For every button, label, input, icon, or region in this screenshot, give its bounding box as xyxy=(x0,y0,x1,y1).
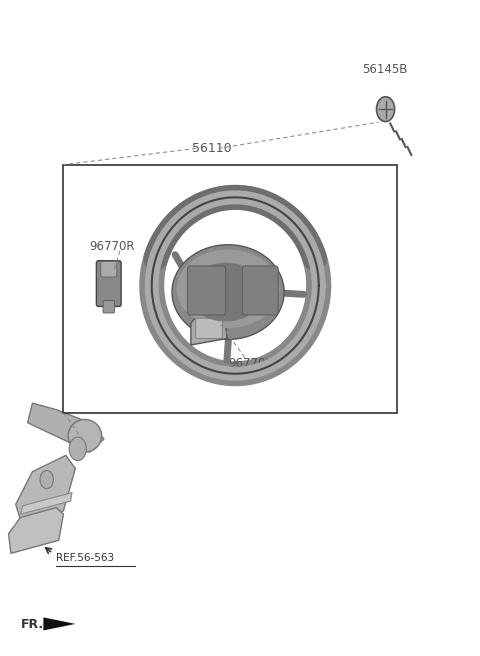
FancyBboxPatch shape xyxy=(96,260,121,306)
Text: 56145B: 56145B xyxy=(362,64,407,77)
Polygon shape xyxy=(16,455,75,527)
Text: 56110: 56110 xyxy=(192,142,232,155)
FancyBboxPatch shape xyxy=(103,300,115,313)
Polygon shape xyxy=(28,403,104,452)
Polygon shape xyxy=(9,508,63,554)
FancyBboxPatch shape xyxy=(101,261,117,277)
Ellipse shape xyxy=(188,262,264,321)
Polygon shape xyxy=(21,493,72,514)
Ellipse shape xyxy=(172,245,284,339)
Circle shape xyxy=(40,470,53,489)
FancyBboxPatch shape xyxy=(188,266,226,315)
Polygon shape xyxy=(43,617,75,630)
Ellipse shape xyxy=(68,419,102,452)
Text: 96770L: 96770L xyxy=(228,358,272,371)
Polygon shape xyxy=(191,312,227,345)
FancyBboxPatch shape xyxy=(242,266,278,315)
FancyBboxPatch shape xyxy=(196,318,222,338)
Circle shape xyxy=(376,96,395,121)
Ellipse shape xyxy=(177,250,279,328)
Bar xyxy=(63,165,397,413)
Text: FR.: FR. xyxy=(21,618,44,631)
Text: REF.56-563: REF.56-563 xyxy=(56,553,114,563)
Circle shape xyxy=(69,437,86,461)
Text: 96770R: 96770R xyxy=(90,240,135,253)
